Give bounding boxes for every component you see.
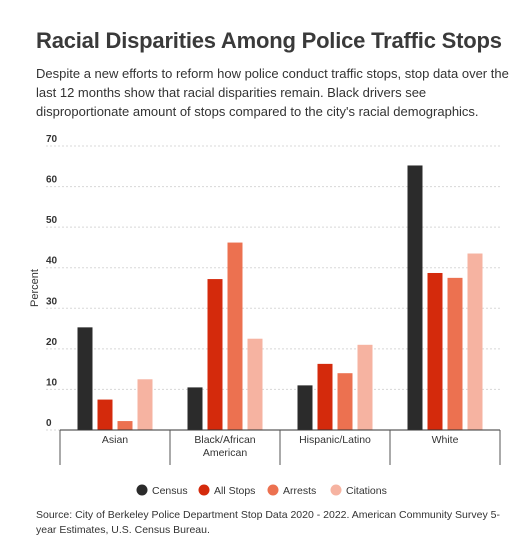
bar-citations (357, 344, 373, 430)
legend-marker (198, 484, 210, 496)
bar-all-stops (427, 272, 443, 430)
bar-citations (137, 379, 153, 430)
legend-marker (330, 484, 342, 496)
bar-all-stops (207, 279, 223, 430)
y-tick-label: 30 (46, 296, 58, 307)
bar-arrests (117, 421, 133, 430)
bar-arrests (337, 373, 353, 430)
x-category-label: White (432, 434, 459, 446)
chart-subtitle: Despite a new efforts to reform how poli… (36, 66, 509, 119)
y-axis-ticks: 0 10 20 30 40 50 60 70 (46, 134, 58, 429)
bar-all-stops (317, 363, 333, 430)
x-axis: Asian Black/African American Hispanic/Latin… (59, 429, 501, 465)
source-note: Source: City of Berkeley Police Departme… (36, 509, 500, 536)
bars (77, 165, 483, 430)
y-tick-label: 40 (46, 256, 58, 267)
bar-arrests (447, 277, 463, 430)
x-category-label: Black/African American (194, 434, 255, 459)
x-category-label: Asian (102, 434, 128, 446)
legend: Census All Stops Arrests Citations (136, 484, 387, 497)
chart-title: Racial Disparities Among Police Traffic … (36, 28, 502, 53)
bar-chart: 0 10 20 30 40 50 60 70 Percent Asian Black/Afric… (29, 134, 501, 497)
y-tick-label: 0 (46, 418, 52, 429)
y-axis-title: Percent (29, 269, 41, 307)
legend-label: Census (152, 485, 188, 497)
bar-census (187, 387, 203, 430)
legend-label: All Stops (214, 485, 255, 497)
bar-citations (247, 338, 263, 430)
legend-marker (267, 484, 279, 496)
y-tick-label: 50 (46, 215, 58, 226)
bar-all-stops (97, 399, 113, 430)
bar-census (407, 165, 423, 430)
x-category-label: Hispanic/Latino (299, 434, 371, 446)
bar-census (77, 327, 93, 430)
legend-label: Arrests (283, 485, 316, 497)
y-tick-label: 20 (46, 337, 58, 348)
y-tick-label: 70 (46, 134, 58, 145)
bar-arrests (227, 242, 243, 430)
bar-citations (467, 253, 483, 430)
legend-label: Citations (346, 485, 387, 497)
bar-census (297, 385, 313, 430)
y-tick-label: 60 (46, 175, 58, 186)
y-tick-label: 10 (46, 377, 58, 388)
legend-marker (136, 484, 148, 496)
